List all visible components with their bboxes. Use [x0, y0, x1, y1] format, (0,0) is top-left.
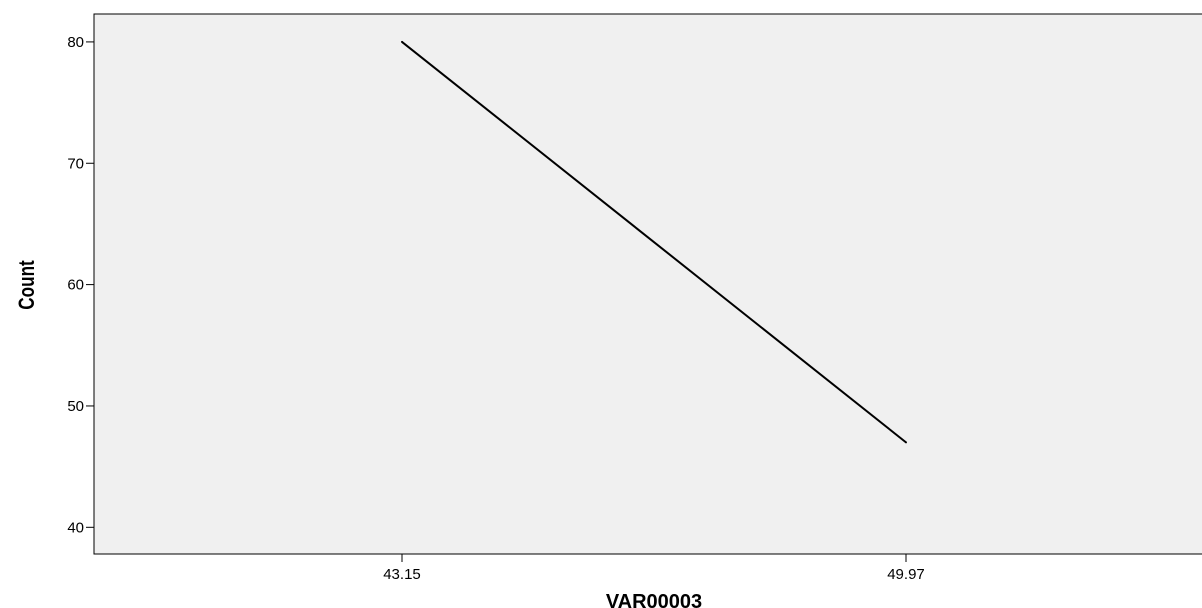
y-axis-title: Count	[15, 260, 40, 310]
data-point	[905, 441, 907, 444]
series-group	[401, 40, 907, 444]
x-axis-ticks: 43.15 49.97	[383, 554, 925, 583]
x-tick-label: 49.97	[887, 566, 925, 583]
y-tick-label: 50	[67, 398, 84, 415]
y-tick-label: 60	[67, 277, 84, 294]
data-point	[401, 40, 403, 43]
series-line	[401, 41, 907, 444]
y-tick-label: 80	[67, 34, 84, 51]
x-tick-label: 43.15	[383, 566, 421, 583]
y-tick-label: 70	[67, 155, 84, 172]
y-tick-label: 40	[67, 519, 84, 536]
y-axis-ticks: 40 50 60 70 80	[67, 34, 94, 536]
plot-area	[93, 13, 1202, 555]
x-axis-title: VAR00003	[606, 591, 702, 608]
